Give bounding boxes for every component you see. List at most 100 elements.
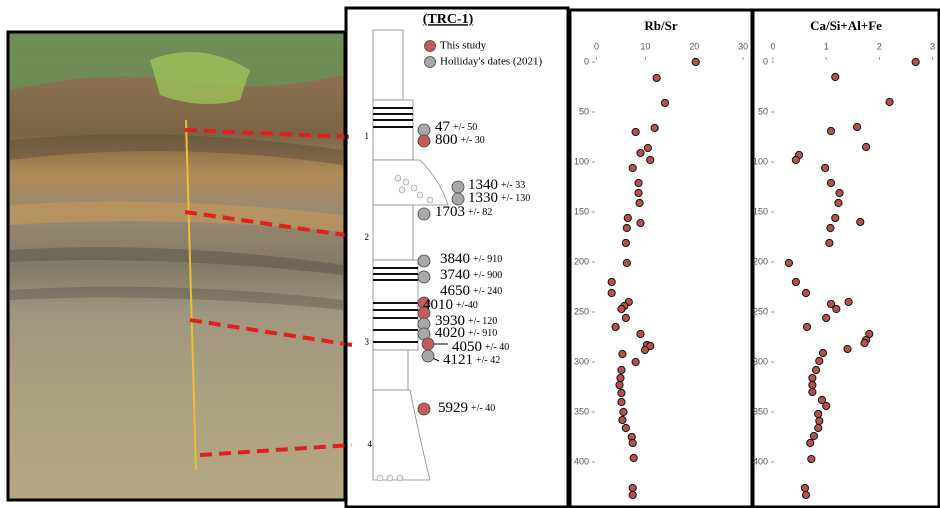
point <box>635 189 642 196</box>
y-tick-label: 100 <box>753 156 768 166</box>
point <box>661 99 668 106</box>
date-error: +/- 33 <box>501 180 525 191</box>
point <box>608 278 615 285</box>
point <box>861 339 868 346</box>
point <box>809 374 816 381</box>
date-age: 3840 <box>440 251 470 267</box>
legend-swatch <box>425 41 436 52</box>
point <box>810 432 817 439</box>
y-tick-label: 300 <box>574 356 589 366</box>
point <box>622 424 629 431</box>
date-marker <box>418 271 430 283</box>
date-marker <box>418 124 430 136</box>
point <box>853 123 860 130</box>
chart-title: Ca/Si+Al+Fe <box>810 18 882 33</box>
date-age: 4010 <box>423 297 453 313</box>
date-error: +/- 130 <box>501 193 530 204</box>
point <box>832 214 839 221</box>
legend-swatch <box>425 57 436 68</box>
point <box>651 124 658 131</box>
y-tick-label: 350 <box>574 406 589 416</box>
point <box>629 484 636 491</box>
point <box>785 259 792 266</box>
point <box>886 98 893 105</box>
date-age: 1330 <box>468 190 498 206</box>
date-age: 800 <box>435 132 458 148</box>
point <box>637 219 644 226</box>
date-marker <box>418 255 430 267</box>
date-error: +/- 120 <box>468 316 497 327</box>
legend-label: Holliday's dates (2021) <box>440 56 543 68</box>
date-marker <box>418 135 430 147</box>
point <box>623 259 630 266</box>
point <box>629 164 636 171</box>
x-tick-label: 0 <box>770 41 775 51</box>
point <box>692 58 699 65</box>
y-tick-label: 300 <box>753 356 768 366</box>
point <box>833 305 840 312</box>
y-tick-label: 200 <box>574 256 589 266</box>
date-marker <box>422 338 434 350</box>
point <box>863 143 870 150</box>
y-tick-label: 400 <box>753 456 768 466</box>
point <box>637 330 644 337</box>
point <box>792 278 799 285</box>
y-tick-label: 200 <box>753 256 768 266</box>
point <box>620 408 627 415</box>
point <box>612 323 619 330</box>
column-title: (TRC-1) <box>423 12 474 27</box>
page: (TRC-1) This study Holliday's dates (2021… <box>0 0 940 508</box>
date-label: 1330+/- 130 <box>468 190 530 206</box>
point <box>618 398 625 405</box>
date-label: 4010+/-40 <box>423 297 478 313</box>
point <box>636 199 643 206</box>
point <box>630 454 637 461</box>
point <box>635 179 642 186</box>
point <box>623 224 630 231</box>
date-error: +/- 240 <box>473 286 502 297</box>
date-age: 4121 <box>443 352 473 368</box>
point <box>801 484 808 491</box>
point <box>835 199 842 206</box>
y-tick-label: 250 <box>753 306 768 316</box>
chart-panel <box>570 10 752 507</box>
date-error: +/- 40 <box>485 342 509 353</box>
date-marker <box>452 193 464 205</box>
point <box>809 381 816 388</box>
point <box>632 128 639 135</box>
point <box>618 305 625 312</box>
date-error: +/- 30 <box>461 135 485 146</box>
y-tick-label: 0 <box>584 56 589 66</box>
y-tick-label: 50 <box>579 106 589 116</box>
date-label: 800+/- 30 <box>435 132 485 148</box>
x-tick-label: 20 <box>689 41 699 51</box>
chart-title: Rb/Sr <box>644 18 677 33</box>
point <box>812 366 819 373</box>
point <box>809 388 816 395</box>
layer-marker: 2 <box>365 232 370 242</box>
outcrop-photo <box>8 32 345 500</box>
point <box>816 417 823 424</box>
date-marker <box>418 208 430 220</box>
point <box>844 345 851 352</box>
date-error: +/-40 <box>456 300 478 311</box>
legend-label: This study <box>440 40 487 52</box>
x-tick-label: 1 <box>824 41 829 51</box>
point <box>619 350 626 357</box>
figure: (TRC-1) This study Holliday's dates (2021… <box>0 0 940 508</box>
date-age: 1703 <box>435 204 465 220</box>
point <box>616 381 623 388</box>
point <box>822 164 829 171</box>
date-marker <box>422 350 434 362</box>
date-label: 1703+/- 82 <box>435 204 492 220</box>
date-error: +/- 900 <box>473 270 502 281</box>
point <box>629 439 636 446</box>
point <box>845 298 852 305</box>
point <box>618 366 625 373</box>
date-age: 3740 <box>440 267 470 283</box>
point <box>815 410 822 417</box>
point <box>647 156 654 163</box>
y-tick-label: 350 <box>753 406 768 416</box>
x-tick-label: 3 <box>930 41 935 51</box>
point <box>622 239 629 246</box>
